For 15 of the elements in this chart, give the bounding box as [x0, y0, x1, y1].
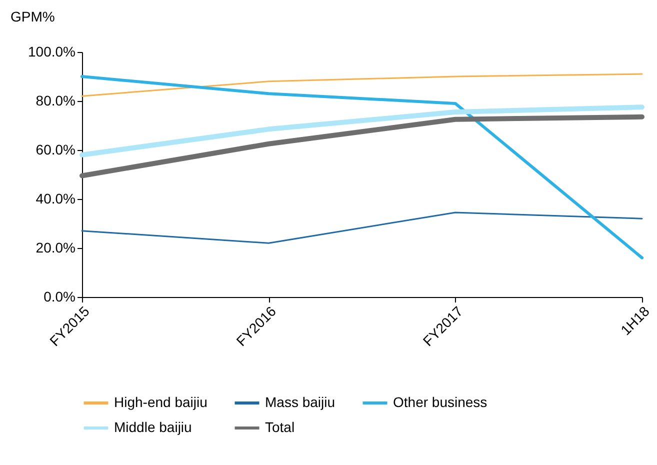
- y-tick-label: 20.0%: [36, 240, 76, 256]
- y-tick-label: 40.0%: [36, 190, 76, 206]
- y-tick-label: 100.0%: [28, 44, 76, 60]
- line-series: [81, 73, 643, 97]
- legend-label: Middle baijiu: [114, 419, 192, 435]
- legend-label: Mass baijiu: [265, 394, 336, 410]
- legend-label: High-end baijiu: [114, 394, 208, 410]
- legend-label: Other business: [393, 394, 488, 410]
- y-axis-title: GPM%: [10, 8, 55, 24]
- line-series: [81, 212, 643, 244]
- legend-label: Total: [265, 419, 295, 435]
- line-series: [80, 75, 644, 260]
- y-tick-label: 80.0%: [36, 92, 76, 108]
- y-tick-label: 60.0%: [36, 142, 76, 158]
- y-tick-label: 0.0%: [44, 288, 76, 304]
